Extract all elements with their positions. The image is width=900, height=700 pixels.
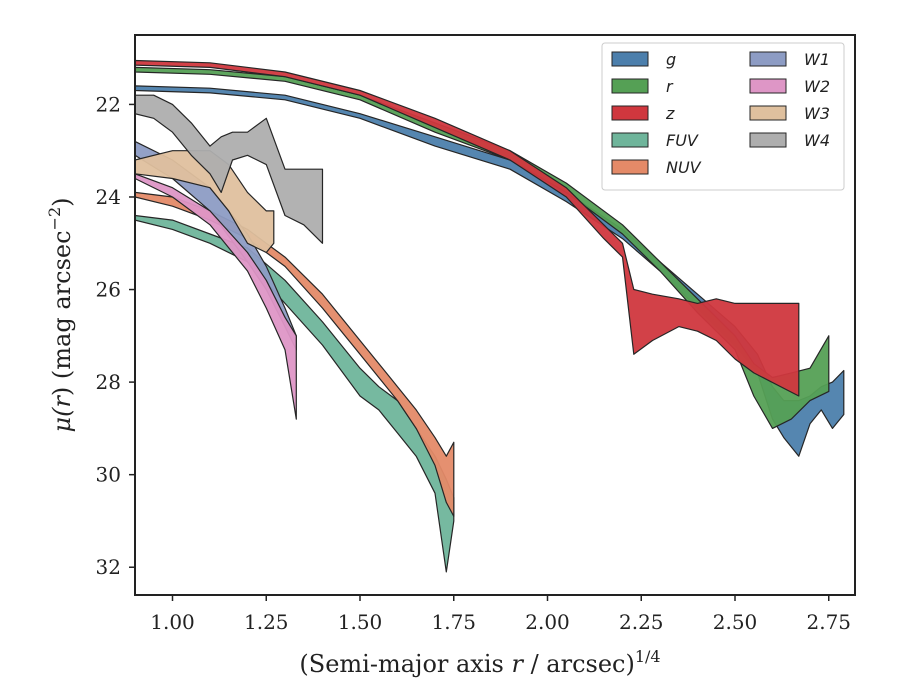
legend-swatch [611, 132, 649, 148]
legend-label: FUV [666, 131, 699, 150]
y-axis-label: μ(r) (mag arcsec−2) [45, 197, 76, 432]
legend-swatch [611, 159, 649, 175]
x-tick-label: 2.50 [713, 610, 758, 634]
band-w2 [135, 173, 297, 420]
legend-label: r [666, 77, 674, 96]
y-tick-label: 24 [96, 185, 121, 209]
x-tick-label: 1.50 [338, 610, 383, 634]
legend-label: W3 [804, 104, 830, 123]
x-axis-label: (Semi-major axis r / arcsec)1/4 [299, 647, 660, 678]
y-tick-label: 28 [96, 370, 121, 394]
legend-label: z [665, 104, 675, 123]
legend-swatch [611, 105, 649, 121]
legend-swatch [749, 51, 787, 67]
y-tick-label: 30 [96, 463, 121, 487]
band-z [135, 59, 800, 397]
y-tick-label: 26 [96, 278, 121, 302]
legend-label: g [666, 50, 676, 69]
legend-swatch [749, 78, 787, 94]
y-tick-label: 22 [96, 92, 121, 116]
legend-swatch [611, 78, 649, 94]
legend-swatch [611, 51, 649, 67]
legend-swatch [749, 105, 787, 121]
x-tick-label: 2.75 [806, 610, 851, 634]
x-tick-label: 2.00 [525, 610, 570, 634]
y-tick-label: 32 [96, 555, 121, 579]
legend: grz FUV NUV W1 W2 W3 W4 [601, 42, 845, 191]
y-axis: 22 24 26 28 30 32 [96, 92, 135, 579]
legend-label: W1 [804, 50, 830, 69]
x-tick-label: 2.25 [619, 610, 664, 634]
series-bands [135, 59, 845, 573]
band-w4 [135, 94, 324, 244]
x-tick-label: 1.00 [150, 610, 195, 634]
x-tick-label: 1.25 [244, 610, 289, 634]
legend-swatch [749, 132, 787, 148]
band-r [135, 66, 830, 429]
x-axis: 1.00 1.25 1.50 1.75 2.00 2.25 2.50 2.75 [150, 595, 851, 634]
legend-label: NUV [666, 158, 702, 177]
plot-frame [134, 34, 856, 596]
x-tick-label: 1.75 [431, 610, 476, 634]
legend-label: W4 [804, 131, 830, 150]
legend-label: W2 [804, 77, 830, 96]
